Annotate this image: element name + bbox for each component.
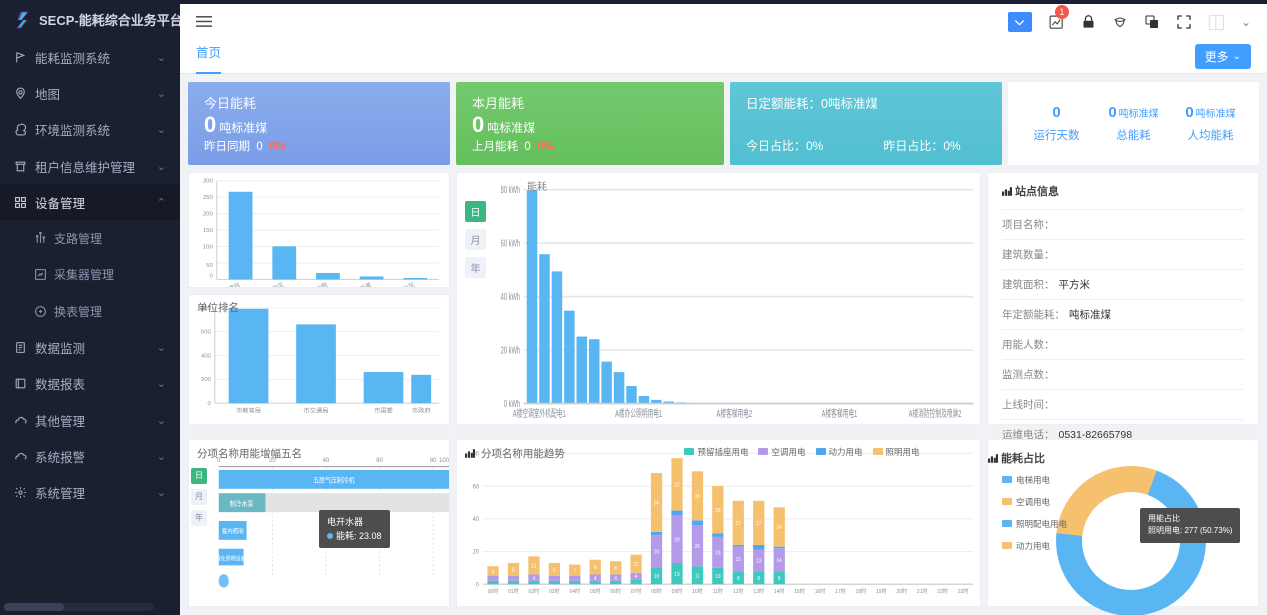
svg-text:150: 150 xyxy=(203,228,214,234)
svg-text:文教区和商业区: 文教区和商业区 xyxy=(375,281,416,287)
svg-text:13时: 13时 xyxy=(753,586,764,595)
svg-text:03时: 03时 xyxy=(549,586,560,595)
svg-text:600: 600 xyxy=(201,330,211,336)
svg-text:0: 0 xyxy=(476,581,480,588)
svg-text:23时: 23时 xyxy=(958,586,969,595)
svg-text:8: 8 xyxy=(553,567,556,573)
svg-text:27: 27 xyxy=(736,520,741,526)
svg-text:100: 100 xyxy=(439,457,449,464)
svg-text:20时: 20时 xyxy=(896,586,907,595)
svg-text:特殊建设项目: 特殊建设项目 xyxy=(206,281,242,287)
svg-text:10: 10 xyxy=(654,574,659,580)
svg-text:客内照明: 客内照明 xyxy=(222,527,244,535)
svg-text:08时: 08时 xyxy=(651,586,662,595)
svg-text:8: 8 xyxy=(778,575,781,581)
svg-text:制冷水泵: 制冷水泵 xyxy=(230,498,254,507)
svg-text:4: 4 xyxy=(635,574,638,580)
svg-text:市国委: 市国委 xyxy=(374,407,393,415)
svg-text:29: 29 xyxy=(674,537,679,543)
svg-text:21时: 21时 xyxy=(917,586,928,595)
svg-text:11时: 11时 xyxy=(713,586,724,595)
svg-text:0: 0 xyxy=(208,401,211,407)
svg-text:11: 11 xyxy=(695,573,700,579)
svg-text:60 kWh: 60 kWh xyxy=(501,238,520,249)
svg-text:300: 300 xyxy=(203,179,214,185)
svg-text:6: 6 xyxy=(492,569,495,575)
svg-text:11: 11 xyxy=(634,561,639,567)
svg-text:24: 24 xyxy=(776,525,781,531)
svg-text:绿化照明设备: 绿化照明设备 xyxy=(216,554,246,562)
svg-text:10: 10 xyxy=(715,574,720,580)
svg-text:30: 30 xyxy=(695,493,700,499)
svg-text:15: 15 xyxy=(736,556,741,562)
svg-text:7: 7 xyxy=(573,568,576,574)
svg-text:250: 250 xyxy=(203,195,214,201)
svg-text:100: 100 xyxy=(203,245,214,251)
svg-text:200: 200 xyxy=(203,212,214,218)
svg-text:9: 9 xyxy=(594,565,597,571)
svg-text:8: 8 xyxy=(614,565,617,571)
svg-text:A楼空调室外机配电1: A楼空调室外机配电1 xyxy=(513,407,566,419)
svg-text:8: 8 xyxy=(512,567,515,573)
svg-text:4: 4 xyxy=(614,575,617,581)
svg-text:00时: 00时 xyxy=(488,586,499,595)
svg-text:04时: 04时 xyxy=(569,586,580,595)
svg-text:A楼客梯用电2: A楼客梯用电2 xyxy=(716,407,752,419)
svg-text:07时: 07时 xyxy=(631,586,642,595)
svg-text:16时: 16时 xyxy=(815,586,826,595)
svg-text:80 kWh: 80 kWh xyxy=(501,184,520,195)
svg-text:40 kWh: 40 kWh xyxy=(501,291,520,302)
svg-text:06时: 06时 xyxy=(610,586,621,595)
svg-text:13: 13 xyxy=(756,558,761,564)
svg-text:A楼办公照明用电1: A楼办公照明用电1 xyxy=(615,407,662,419)
svg-text:40: 40 xyxy=(323,457,330,464)
svg-text:市教育局: 市教育局 xyxy=(236,407,261,415)
svg-text:09时: 09时 xyxy=(672,586,683,595)
svg-text:02时: 02时 xyxy=(529,586,540,595)
svg-text:17时: 17时 xyxy=(835,586,846,595)
svg-text:60: 60 xyxy=(473,482,480,489)
svg-text:20 kWh: 20 kWh xyxy=(501,345,520,356)
svg-text:400: 400 xyxy=(201,354,211,360)
svg-text:50: 50 xyxy=(206,263,213,269)
svg-text:36: 36 xyxy=(654,500,659,506)
svg-text:80: 80 xyxy=(430,457,437,464)
svg-text:非供热区: 非供热区 xyxy=(260,281,285,287)
svg-text:市政府: 市政府 xyxy=(412,407,431,415)
svg-text:14时: 14时 xyxy=(774,586,785,595)
svg-text:22时: 22时 xyxy=(937,586,948,595)
svg-text:0: 0 xyxy=(209,274,213,280)
svg-text:10时: 10时 xyxy=(692,586,703,595)
svg-text:14: 14 xyxy=(776,557,781,563)
svg-text:20: 20 xyxy=(654,549,659,555)
svg-text:机关大院: 机关大院 xyxy=(304,281,329,287)
svg-text:20: 20 xyxy=(473,548,480,555)
svg-text:4: 4 xyxy=(594,575,597,581)
svg-text:A楼消防控制及喷淋2: A楼消防控制及喷淋2 xyxy=(909,407,962,419)
svg-text:40: 40 xyxy=(473,515,480,522)
svg-text:25: 25 xyxy=(695,543,700,549)
svg-text:200: 200 xyxy=(201,378,211,384)
svg-text:18时: 18时 xyxy=(856,586,867,595)
svg-text:29: 29 xyxy=(715,507,720,513)
svg-text:8: 8 xyxy=(757,575,760,581)
svg-text:街道: 街道 xyxy=(358,281,372,287)
svg-text:19: 19 xyxy=(715,550,720,556)
svg-text:12时: 12时 xyxy=(733,586,744,595)
svg-text:27: 27 xyxy=(756,520,761,526)
svg-text:13: 13 xyxy=(674,571,679,577)
svg-text:A楼客梯用电1: A楼客梯用电1 xyxy=(822,407,858,419)
svg-text:60: 60 xyxy=(376,457,383,464)
svg-text:4: 4 xyxy=(533,575,536,581)
svg-text:32: 32 xyxy=(674,482,679,488)
svg-text:15时: 15时 xyxy=(794,586,805,595)
svg-text:05时: 05时 xyxy=(590,586,601,595)
svg-text:五层气压制冷机: 五层气压制冷机 xyxy=(313,475,355,484)
svg-text:19时: 19时 xyxy=(876,586,887,595)
svg-text:8: 8 xyxy=(737,575,740,581)
svg-text:01时: 01时 xyxy=(508,586,519,595)
svg-text:市交通局: 市交通局 xyxy=(304,407,329,415)
svg-text:11: 11 xyxy=(531,563,536,569)
